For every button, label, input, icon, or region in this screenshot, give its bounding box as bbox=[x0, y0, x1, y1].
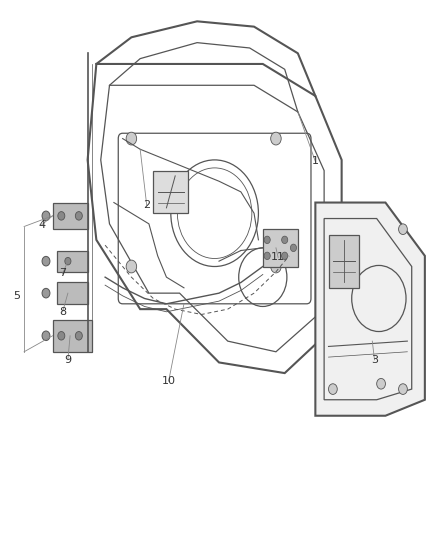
Circle shape bbox=[42, 331, 50, 341]
Text: 2: 2 bbox=[143, 200, 150, 210]
Circle shape bbox=[42, 288, 50, 298]
Text: 5: 5 bbox=[13, 291, 20, 301]
Circle shape bbox=[75, 332, 82, 340]
Text: 4: 4 bbox=[38, 220, 45, 230]
Circle shape bbox=[58, 212, 65, 220]
Circle shape bbox=[42, 211, 50, 221]
Circle shape bbox=[399, 384, 407, 394]
Circle shape bbox=[58, 332, 65, 340]
Circle shape bbox=[264, 252, 270, 260]
Circle shape bbox=[377, 378, 385, 389]
Polygon shape bbox=[328, 235, 359, 288]
Circle shape bbox=[264, 236, 270, 244]
Circle shape bbox=[399, 224, 407, 235]
Polygon shape bbox=[263, 229, 298, 266]
Circle shape bbox=[282, 236, 288, 244]
Text: 8: 8 bbox=[59, 307, 66, 317]
Text: 1: 1 bbox=[312, 157, 319, 166]
Circle shape bbox=[126, 260, 137, 273]
Polygon shape bbox=[53, 203, 88, 229]
Circle shape bbox=[42, 256, 50, 266]
Text: 9: 9 bbox=[64, 355, 71, 365]
Polygon shape bbox=[57, 251, 88, 272]
Polygon shape bbox=[57, 282, 88, 304]
Text: 11: 11 bbox=[271, 253, 285, 262]
Circle shape bbox=[126, 132, 137, 145]
Circle shape bbox=[271, 260, 281, 273]
Circle shape bbox=[65, 257, 71, 265]
Text: 10: 10 bbox=[162, 376, 176, 386]
Polygon shape bbox=[153, 171, 188, 213]
Circle shape bbox=[328, 384, 337, 394]
Circle shape bbox=[282, 252, 288, 260]
Polygon shape bbox=[53, 320, 92, 352]
Text: 3: 3 bbox=[371, 355, 378, 365]
Circle shape bbox=[75, 212, 82, 220]
Circle shape bbox=[290, 244, 297, 252]
Polygon shape bbox=[315, 203, 425, 416]
Text: 7: 7 bbox=[59, 269, 66, 278]
Circle shape bbox=[271, 132, 281, 145]
